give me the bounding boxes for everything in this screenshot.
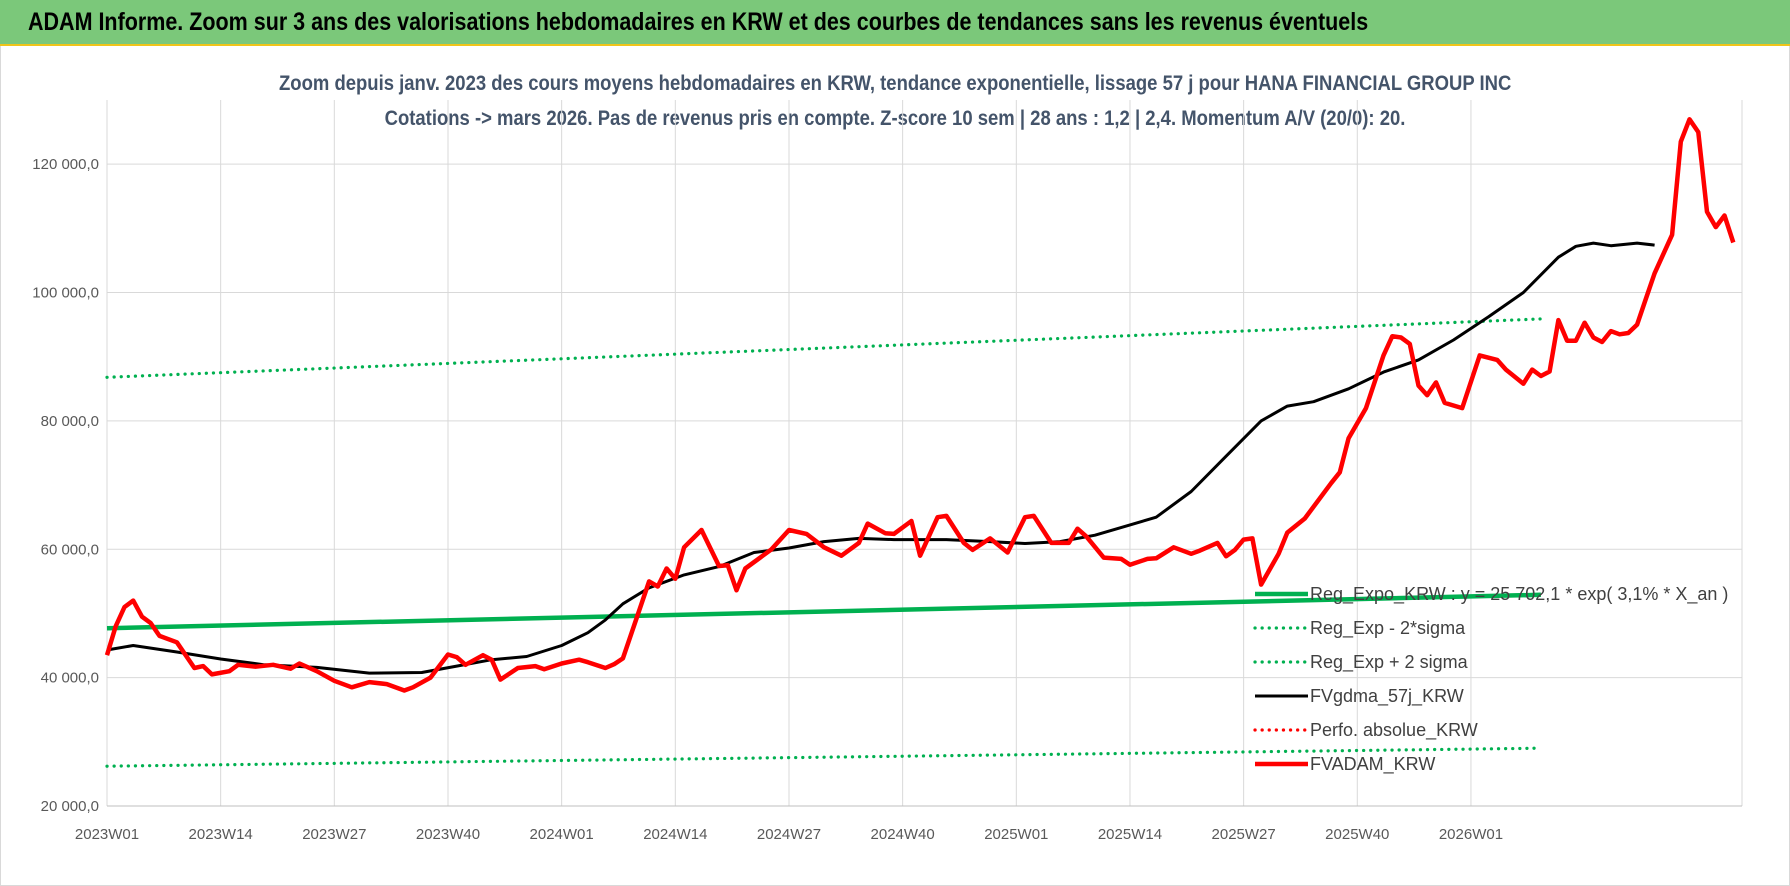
legend-label: Reg_Expo_KRW : y = 25 702,1 * exp( 3,1% … [1310,584,1728,605]
x-tick-label: 2023W40 [416,826,480,843]
legend-label: Perfo. absolue_KRW [1310,720,1478,741]
y-tick-label: 40 000,0 [41,670,99,687]
x-tick-label: 2025W01 [984,826,1048,843]
chart-subtitle-text: Cotations -> mars 2026. Pas de revenus p… [384,107,1406,130]
y-tick-label: 20 000,0 [41,798,99,815]
legend-label: Reg_Exp - 2*sigma [1310,618,1466,639]
legend-label: FVgdma_57j_KRW [1310,686,1464,707]
series-line [106,592,1541,631]
x-tick-label: 2024W40 [871,826,935,843]
series-line [104,117,1736,693]
x-tick-label: 2025W14 [1098,826,1162,843]
x-tick-label: 2024W01 [530,826,594,843]
x-tick-label: 2023W27 [302,826,366,843]
x-axis: 2023W01 2023W14 2023W27 2023W40 2024W01 2024W… [75,805,1742,843]
legend: Reg_Expo_KRW : y = 25 702,1 * exp( 3,1% … [1253,584,1728,775]
y-axis: 20 000,0 40 000,0 60 000,0 80 000,0 100 000,… [32,156,99,815]
legend-label: Reg_Exp + 2 sigma [1310,652,1469,673]
x-tick-label: 2024W27 [757,826,821,843]
report-banner: ADAM Informe. Zoom sur 3 ans des valoris… [0,0,1790,46]
series-line [105,317,1543,379]
x-tick-label: 2023W01 [75,826,139,843]
x-tick-label: 2024W14 [643,826,707,843]
chart-title-text: Zoom depuis janv. 2023 des cours moyens … [278,72,1512,95]
x-tick-label: 2025W40 [1325,826,1389,843]
chart-subtitle: Cotations -> mars 2026. Pas de revenus p… [0,107,1790,131]
x-tick-label: 2023W14 [189,826,253,843]
y-tick-label: 120 000,0 [32,156,99,173]
x-tick-label: 2025W27 [1212,826,1276,843]
series-line [105,746,1543,768]
series-line [106,241,1655,675]
x-tick-label: 2026W01 [1439,826,1503,843]
y-tick-label: 100 000,0 [32,285,99,302]
series-lines [104,117,1736,768]
report-title: ADAM Informe. Zoom sur 3 ans des valoris… [28,8,1369,36]
y-tick-label: 60 000,0 [41,541,99,558]
chart-title: Zoom depuis janv. 2023 des cours moyens … [0,72,1790,96]
legend-label: FVADAM_KRW [1310,754,1435,775]
grid-lines [106,100,1743,807]
y-tick-label: 80 000,0 [41,413,99,430]
